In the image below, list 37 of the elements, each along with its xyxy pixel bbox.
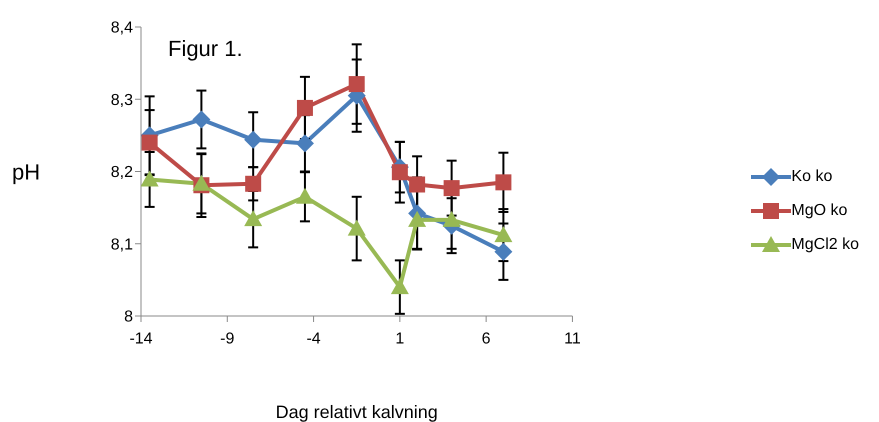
point (442, 210, 461, 227)
legend-label: Ko ko (791, 168, 832, 186)
y-tick-label: 8,3 (110, 92, 134, 109)
point (390, 278, 409, 294)
point (495, 174, 512, 190)
point (296, 188, 314, 204)
point (142, 134, 158, 151)
point (296, 100, 313, 116)
point (348, 220, 366, 236)
point (141, 170, 159, 186)
y-tick-label: 8,1 (110, 236, 134, 254)
y-tick-label: 8,4 (110, 20, 134, 37)
point (296, 134, 314, 152)
legend-label: MgO ko (791, 202, 848, 220)
x-axis-title: Dag relativt kalvning (276, 402, 438, 422)
point (408, 210, 426, 227)
point (444, 180, 460, 196)
x-tick-label: 6 (482, 330, 491, 348)
point (244, 130, 262, 149)
x-tick-label: -9 (220, 330, 234, 348)
x-tick-label: -14 (129, 330, 153, 348)
point (392, 164, 408, 180)
y-tick-label: 8,2 (110, 164, 134, 182)
point (494, 242, 512, 261)
y-axis-title: pH (12, 159, 40, 184)
chart-title: Figur 1. (168, 36, 243, 62)
point (244, 210, 262, 226)
point (494, 226, 512, 242)
point (409, 176, 426, 193)
x-tick-label: 1 (395, 330, 404, 348)
x-tick-label: -4 (306, 330, 321, 348)
point (245, 176, 262, 192)
point (348, 76, 365, 92)
x-tick-label: 11 (564, 330, 581, 348)
y-tick-label: 8 (124, 308, 134, 326)
legend-label: MgCl2 ko (791, 236, 859, 254)
point (192, 110, 210, 128)
